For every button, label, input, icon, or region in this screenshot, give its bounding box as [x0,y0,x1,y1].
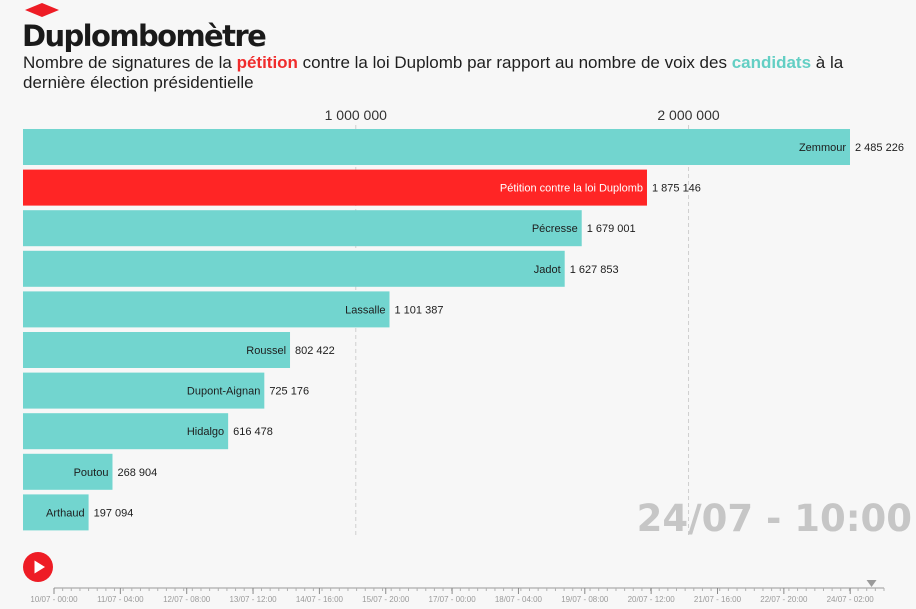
bar-value-label: 1 101 387 [395,304,444,316]
bar [23,453,113,490]
timeline-label: 15/07 - 20:00 [362,595,410,604]
bar [23,291,390,328]
bar [23,250,565,287]
subtitle-highlight-petition: pétition [236,53,298,72]
chart-subtitle: Nombre de signatures de la pétition cont… [23,53,903,93]
bar-value-label: 616 478 [233,426,273,438]
bar [23,494,89,531]
bar-category-label: Roussel [246,345,286,357]
bar-category-label: Pétition contre la loi Duplomb [500,183,643,195]
timeline-label: 20/07 - 12:00 [628,595,676,604]
bar-value-label: 1 627 853 [570,264,619,276]
page-title: Duplombomètre [22,19,267,53]
bar-category-label: Lassalle [345,304,385,316]
bar-value-label: 197 094 [94,507,134,519]
timeline-slider[interactable]: 10/07 - 00:00 11/07 - 04:00 12/07 - 08:00 1… [0,575,916,609]
bar [23,332,291,368]
bar-category-label: Poutou [74,467,109,479]
timeline-handle[interactable] [866,580,877,587]
bar-value-label: 268 904 [117,467,157,479]
bar-value-label: 802 422 [295,345,335,357]
bar-value-label: 2 485 226 [855,142,904,154]
subtitle-text-3: à la dernière élection présidentielle [23,53,844,92]
bar-chart: 1 000 000 2 000 000 Zemmour 2 485 226 Pétiti… [23,107,904,535]
timeline-label: 10/07 - 00:00 [30,595,78,604]
bar [23,372,265,409]
bar-category-label: Pécresse [532,223,578,235]
timeline-label: 18/07 - 04:00 [495,595,543,604]
bar-category-label: Hidalgo [187,426,224,438]
bar-category-label: Jadot [534,264,561,276]
bar-category-label: Dupont-Aignan [187,386,260,398]
play-button[interactable] [23,552,53,582]
x-tick-label: 2 000 000 [657,107,719,123]
bar-value-label: 1 875 146 [652,183,701,195]
bar-category-label: Zemmour [799,142,846,154]
logo-icon [25,3,59,17]
timeline-label: 22/07 - 20:00 [760,595,808,604]
timeline-label: 14/07 - 16:00 [296,595,344,604]
subtitle-highlight-candidates: candidats [731,53,812,72]
timeline-label: 17/07 - 00:00 [429,595,477,604]
bar [23,210,582,247]
subtitle-text-1: Nombre de signatures de la [23,53,237,72]
bar-value-label: 1 679 001 [587,223,636,235]
play-icon [34,560,45,574]
timeline-label: 19/07 - 08:00 [561,595,609,604]
bar [23,413,229,450]
bar-value-label: 725 176 [269,386,309,398]
bar-category-label: Arthaud [46,507,85,519]
timeline-label: 24/07 - 02:00 [827,595,875,604]
timeline-label: 12/07 - 08:00 [163,595,211,604]
timeline-label: 13/07 - 12:00 [229,595,277,604]
timeline-label: 21/07 - 16:00 [694,595,742,604]
subtitle-text-2: contre la loi Duplomb par rapport au nom… [297,53,732,72]
x-tick-label: 1 000 000 [325,107,387,123]
bar [23,169,647,206]
timeline-label: 11/07 - 04:00 [97,595,144,604]
timestamp-display: 24/07 - 10:00 [636,497,912,540]
bar [23,129,850,165]
